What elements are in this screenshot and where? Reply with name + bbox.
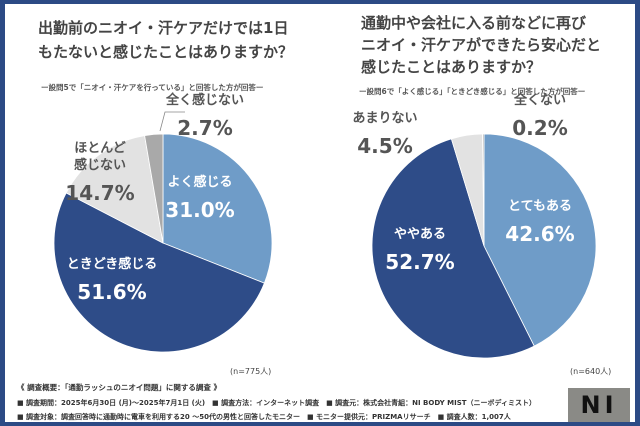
slice-value: 4.5%: [357, 134, 412, 158]
slice-value: 42.6%: [505, 222, 574, 246]
slice-label: ほとんど: [74, 141, 126, 156]
pie-slice: [65, 135, 164, 244]
pie-slice: [162, 133, 273, 284]
slice-value: 31.0%: [165, 198, 234, 222]
slice-label: あまりない: [352, 111, 417, 126]
right-title: 通勤中や会社に入る前などに再び ニオイ・汗ケアができたら安心だと 感じたことはありま…: [361, 14, 602, 76]
pie-slice: [53, 192, 265, 353]
slice-label: ややある: [394, 227, 446, 242]
slice-label: とてもある: [508, 199, 572, 214]
slice-label: よく感じる: [167, 174, 232, 190]
leader-line: [159, 111, 185, 132]
slice-value: 2.7%: [177, 116, 232, 140]
brand-logo: NI: [568, 388, 630, 422]
slice-value: 0.2%: [512, 116, 567, 140]
slice-label: 全く感じない: [165, 92, 244, 108]
right-n-label: (n=640人): [570, 367, 612, 376]
slice-label: 全くない: [513, 92, 566, 108]
slice-value: 52.7%: [385, 250, 454, 274]
left-subtitle: ー設問5で「ニオイ・汗ケアを行っている」と回答した方が回答ー: [41, 83, 264, 92]
slice-value: 14.7%: [65, 181, 134, 205]
slice-label: 感じない: [74, 157, 126, 173]
pie-slice: [483, 133, 597, 347]
pie-slice: [144, 133, 164, 244]
left-title: 出勤前のニオイ・汗ケアだけでは1日 もたないと感じたことはありますか？: [38, 19, 294, 61]
right-subtitle: ー設問6で「よく感じる」「ときどき感じる」と回答した方が回答ー: [359, 87, 586, 96]
left-n-label: (n=775人): [230, 367, 272, 376]
slice-value: 51.6%: [77, 280, 146, 304]
footer-line2: ■ 調査対象：調査回答時に通勤時に電車を利用する20 ～50代の男性と回答したモ…: [17, 413, 511, 421]
pie-slice: [482, 133, 485, 247]
slice-label: ときどき感じる: [67, 256, 158, 272]
footer-heading: 《 調査概要：「通勤ラッシュのニオイ問題」に関する調査 》: [17, 383, 221, 392]
footer-line1: ■ 調査期間：2025年6月30日 (月)～2025年7月1日 (火) ■ 調査…: [17, 399, 537, 407]
pie-slice: [371, 138, 535, 359]
